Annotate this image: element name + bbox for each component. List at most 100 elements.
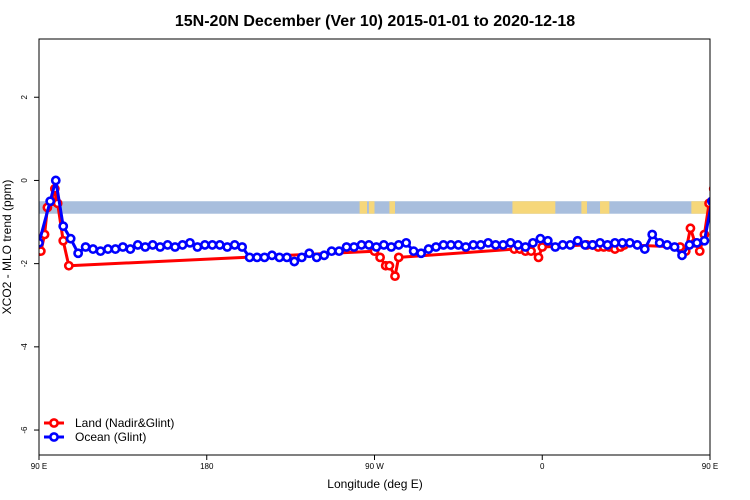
data-point <box>393 240 404 250</box>
data-point <box>311 252 322 263</box>
data-point <box>475 240 486 250</box>
legend-entry-ocean: Ocean (Glint) <box>44 430 146 444</box>
data-point <box>408 246 419 257</box>
land-span <box>581 201 587 214</box>
data-point <box>498 240 509 250</box>
y-axis: 2 0 -2 -4 -6 <box>20 94 39 434</box>
data-point <box>384 260 395 271</box>
data-point <box>274 252 285 263</box>
data-point <box>692 237 702 248</box>
data-point <box>39 246 46 257</box>
data-point <box>453 240 464 250</box>
y-tick-label: -2 <box>20 260 29 268</box>
data-point <box>438 240 449 250</box>
y-tick-label: 2 <box>20 94 29 99</box>
data-point <box>341 242 352 252</box>
data-point <box>460 242 471 252</box>
land-span <box>368 201 375 214</box>
data-point <box>244 252 255 263</box>
data-point <box>73 248 84 259</box>
data-point <box>677 250 687 261</box>
data-point <box>304 248 315 259</box>
data-point <box>390 271 400 282</box>
data-point <box>520 242 531 252</box>
y-tick-label: -4 <box>20 343 29 351</box>
data-point <box>431 242 441 252</box>
data-point <box>132 240 143 250</box>
data-point <box>356 240 367 250</box>
data-point <box>610 237 620 248</box>
data-point <box>727 262 734 269</box>
land-span <box>389 201 396 214</box>
data-point <box>699 235 710 246</box>
land-span <box>512 201 556 214</box>
data-point <box>252 252 262 263</box>
data-point <box>386 242 397 252</box>
data-point <box>423 244 434 254</box>
data-point <box>639 244 650 254</box>
data-point <box>326 246 337 257</box>
data-point <box>80 242 91 252</box>
data-point <box>185 237 195 248</box>
data-point <box>58 235 69 246</box>
data-point <box>542 235 553 246</box>
data-point <box>95 246 106 257</box>
data-point <box>483 237 494 248</box>
data-point <box>393 252 404 263</box>
data-point <box>147 240 158 250</box>
data-point <box>207 240 218 250</box>
data-point <box>401 237 412 248</box>
data-point <box>281 252 292 263</box>
data-point <box>595 237 605 248</box>
data-point <box>624 237 635 248</box>
data-point <box>349 242 359 252</box>
data-point <box>222 242 233 252</box>
x-axis-label: Longitude (deg E) <box>327 477 422 491</box>
y-axis-label: XCO2 - MLO trend (ppm) <box>0 180 14 315</box>
data-point <box>289 256 300 267</box>
data-point <box>654 237 665 248</box>
data-point <box>587 240 598 250</box>
data-point <box>214 240 225 250</box>
data-point <box>490 240 501 250</box>
data-point <box>694 246 705 257</box>
data-point <box>199 240 210 250</box>
data-point <box>416 248 426 259</box>
data-point <box>364 240 374 250</box>
series-land <box>39 183 734 282</box>
data-point <box>731 223 738 230</box>
data-point <box>550 242 561 252</box>
data-point <box>662 240 673 250</box>
land-span <box>600 201 610 214</box>
data-point <box>684 240 695 250</box>
data-point <box>723 181 730 188</box>
legend-marker <box>49 418 59 428</box>
data-point <box>738 239 745 246</box>
data-point <box>229 240 240 250</box>
legend: Land (Nadir&Glint)Ocean (Glint) <box>44 416 174 444</box>
x-tick-label: 180 <box>200 462 214 471</box>
data-point <box>685 223 696 234</box>
y-tick-label: -6 <box>20 426 29 434</box>
legend-marker <box>49 432 59 442</box>
data-point <box>669 242 680 252</box>
data-point <box>267 250 277 261</box>
data-point <box>50 175 61 186</box>
data-point <box>505 237 516 248</box>
data-point <box>716 200 723 207</box>
data-point <box>721 237 728 244</box>
data-point <box>513 240 523 250</box>
data-point <box>259 252 270 263</box>
legend-label: Land (Nadir&Glint) <box>75 416 174 430</box>
data-point <box>528 237 538 248</box>
data-point <box>192 242 203 252</box>
data-point <box>378 240 389 250</box>
plot-area <box>38 38 745 456</box>
data-point <box>110 244 121 254</box>
data-point <box>716 200 723 207</box>
data-point <box>533 252 544 263</box>
data-point <box>65 233 76 244</box>
series-ocean <box>39 175 745 267</box>
data-point <box>632 240 643 250</box>
